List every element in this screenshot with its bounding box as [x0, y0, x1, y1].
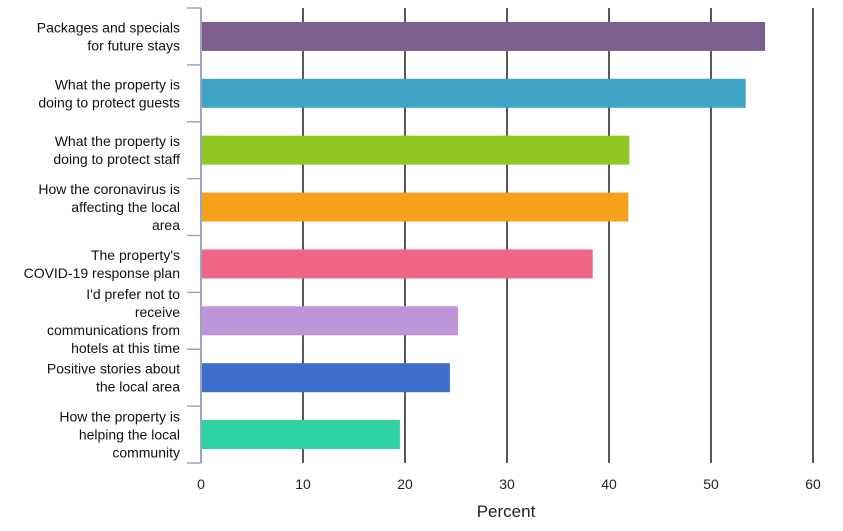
category-label-line: I'd prefer not to: [86, 286, 180, 302]
category-label-line: doing to protect guests: [38, 94, 180, 110]
bar: [202, 306, 459, 336]
grid-lines: [200, 8, 814, 463]
category-label-line: for future stays: [87, 37, 180, 53]
bars: [202, 21, 766, 450]
category-label-line: helping the local: [79, 427, 180, 443]
bar: [202, 363, 450, 393]
category-label-line: Packages and specials: [37, 19, 180, 35]
category-label: How the coronavirus is affecting the loca…: [38, 181, 180, 233]
category-label-line: What the property is: [55, 133, 180, 149]
x-axis-title: Percent: [477, 502, 536, 521]
category-label-line: hotels at this time: [71, 340, 180, 356]
bar: [202, 192, 629, 222]
x-tick-label: 50: [703, 476, 719, 492]
x-tick-label: 60: [805, 476, 821, 492]
category-label-line: community: [112, 445, 180, 461]
category-label: I'd prefer not to receive communications f…: [47, 286, 180, 356]
bar: [202, 21, 766, 51]
x-tick-label: 0: [197, 476, 205, 492]
category-label-line: the local area: [96, 379, 180, 395]
category-label-line: The property's: [91, 247, 180, 263]
x-tick-label: 30: [499, 476, 515, 492]
category-label-line: affecting the local: [71, 199, 180, 215]
category-label-line: receive: [135, 304, 180, 320]
bar: [202, 420, 400, 450]
bar: [202, 249, 593, 279]
category-label-line: doing to protect staff: [53, 151, 180, 167]
bar: [202, 78, 746, 108]
category-label-line: COVID-19 response plan: [24, 265, 180, 281]
category-label: Packages and specials for future stays: [37, 19, 180, 53]
category-label: What the property is doing to protect sta…: [53, 133, 180, 167]
x-tick-label: 20: [397, 476, 413, 492]
category-label-line: How the coronavirus is: [38, 181, 180, 197]
category-label: What the property is doing to protect gue…: [38, 76, 180, 110]
category-label-line: area: [152, 217, 180, 233]
axes: [187, 7, 202, 464]
category-label-line: What the property is: [55, 76, 180, 92]
bar: [202, 135, 630, 165]
category-labels: Packages and specials for future stays Wha…: [24, 19, 181, 460]
category-label-line: Positive stories about: [47, 361, 180, 377]
category-label: How the property is helping the local comm…: [59, 409, 180, 461]
category-label: The property's COVID-19 response plan: [24, 247, 180, 281]
category-label: Positive stories about the local area: [47, 361, 180, 395]
category-label-line: How the property is: [59, 409, 180, 425]
x-tick-label: 10: [295, 476, 311, 492]
category-label-line: communications from: [47, 322, 180, 338]
tick-labels: 0 10 20 30 40 50 60: [197, 476, 821, 492]
x-tick-label: 40: [601, 476, 617, 492]
